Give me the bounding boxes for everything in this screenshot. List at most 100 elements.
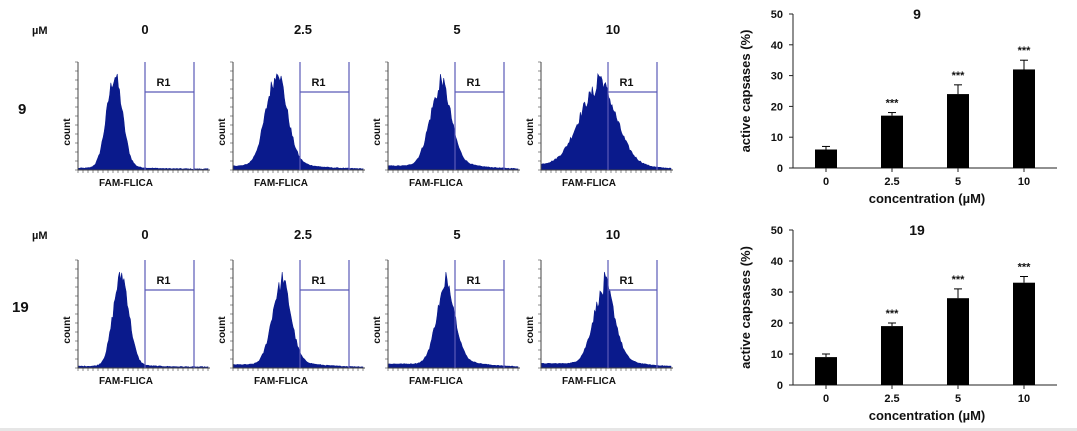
- y-tick-label: 20: [771, 318, 783, 330]
- histogram-y-label: count: [217, 118, 228, 146]
- y-tick-label: 40: [771, 256, 783, 268]
- histogram-plot: R1 FAM-FLICA count: [525, 61, 673, 189]
- compound-label: 9: [18, 101, 26, 118]
- y-axis-label: active capsases (%): [738, 246, 753, 369]
- histogram-x-label: FAM-FLICA: [254, 178, 308, 189]
- x-tick-label: 5: [955, 176, 961, 188]
- gate-r1: [454, 62, 505, 170]
- y-tick-label: 10: [771, 349, 783, 361]
- y-tick-label: 50: [771, 9, 783, 21]
- histogram-x-label: FAM-FLICA: [409, 376, 463, 387]
- histogram-fill: [387, 73, 519, 171]
- histogram-y-label: count: [525, 316, 536, 344]
- concentration-header: 2.5: [294, 22, 312, 37]
- gate-r1: [144, 62, 195, 170]
- histogram-x-label: FAM-FLICA: [562, 178, 616, 189]
- bar: [815, 357, 837, 385]
- histogram-fill: [77, 73, 209, 171]
- histogram-y-label: count: [525, 118, 536, 146]
- concentration-header: 10: [606, 227, 620, 242]
- y-tick-label: 40: [771, 40, 783, 52]
- x-axis-label: concentration (µM): [869, 408, 986, 423]
- gate-label: R1: [156, 77, 170, 89]
- histogram-fill: [387, 271, 519, 369]
- y-tick-label: 50: [771, 225, 783, 237]
- histogram-plot: R1 FAM-FLICA count: [62, 61, 210, 189]
- concentration-header: 0: [141, 227, 148, 242]
- chart-title: 19: [909, 222, 925, 238]
- concentration-header: 2.5: [294, 227, 312, 242]
- concentration-header: 10: [606, 22, 620, 37]
- bar: [1013, 282, 1035, 385]
- y-tick-label: 30: [771, 71, 783, 83]
- y-tick-label: 10: [771, 132, 783, 144]
- x-tick-label: 10: [1018, 393, 1030, 405]
- histogram-y-label: count: [372, 118, 383, 146]
- histogram-x-label: FAM-FLICA: [254, 376, 308, 387]
- gate-r1: [299, 260, 350, 368]
- gate-r1: [144, 260, 195, 368]
- histogram-plot: R1 FAM-FLICA count: [62, 259, 210, 387]
- bar: [947, 94, 969, 168]
- bar: [881, 115, 903, 168]
- gate-r1: [607, 62, 658, 170]
- significance-label: ***: [952, 70, 966, 82]
- concentration-header: 0: [141, 22, 148, 37]
- concentration-header: 5: [453, 227, 460, 242]
- x-tick-label: 10: [1018, 176, 1030, 188]
- gate-label: R1: [466, 77, 480, 89]
- bar: [947, 298, 969, 385]
- histogram-x-label: FAM-FLICA: [99, 376, 153, 387]
- significance-label: ***: [886, 308, 900, 320]
- histogram-plot: R1 FAM-FLICA count: [217, 61, 365, 189]
- x-tick-label: 5: [955, 393, 961, 405]
- histogram-fill: [232, 73, 364, 171]
- histogram-fill: [77, 271, 209, 369]
- x-tick-label: 2.5: [884, 176, 899, 188]
- gate-r1: [607, 260, 658, 368]
- histogram-y-label: count: [62, 316, 73, 344]
- bar: [1013, 69, 1035, 168]
- y-tick-label: 20: [771, 101, 783, 113]
- histogram-fill: [540, 73, 672, 171]
- y-axis-label: active capsases (%): [738, 30, 753, 153]
- histogram-y-label: count: [372, 316, 383, 344]
- bar-chart-19: 0 10 20 30 40 50 0 *** 2.5 *** 5 *** 10 19 concentrati…: [738, 222, 1057, 423]
- gate-r1: [299, 62, 350, 170]
- y-tick-label: 30: [771, 287, 783, 299]
- significance-label: ***: [886, 98, 900, 110]
- x-tick-label: 0: [823, 393, 829, 405]
- y-tick-label: 0: [777, 380, 783, 392]
- flow-row-9: µM 9 0 R1 FAM-FLICA count 2.5 R1 FAM-FLICA count 5…: [18, 22, 673, 189]
- significance-label: ***: [1018, 45, 1032, 57]
- unit-label: µM: [32, 230, 48, 242]
- bar-charts-panel: 010203040500***2.5***5***109concentratio…: [738, 6, 1057, 423]
- x-axis-label: concentration (µM): [869, 191, 986, 206]
- gate-label: R1: [156, 275, 170, 287]
- significance-label: ***: [952, 274, 966, 286]
- gate-label: R1: [619, 77, 633, 89]
- x-tick-label: 2.5: [884, 393, 899, 405]
- flow-cytometry-panel: µM 9 0 R1 FAM-FLICA count 2.5 R1 FAM-FLICA count 5…: [12, 22, 673, 387]
- histogram-plot: R1 FAM-FLICA count: [525, 259, 673, 387]
- histogram-plot: R1 FAM-FLICA count: [372, 61, 520, 189]
- histogram-y-label: count: [62, 118, 73, 146]
- chart-title: 9: [913, 6, 921, 22]
- histogram-fill: [540, 271, 672, 369]
- gate-label: R1: [311, 275, 325, 287]
- gate-label: R1: [311, 77, 325, 89]
- gate-r1: [454, 260, 505, 368]
- histogram-plot: R1 FAM-FLICA count: [372, 259, 520, 387]
- histogram-x-label: FAM-FLICA: [409, 178, 463, 189]
- bottom-divider: [0, 428, 1077, 431]
- x-tick-label: 0: [823, 176, 829, 188]
- gate-label: R1: [466, 275, 480, 287]
- bar: [815, 149, 837, 168]
- y-tick-label: 0: [777, 163, 783, 175]
- unit-label: µM: [32, 25, 48, 37]
- significance-label: ***: [1018, 262, 1032, 274]
- histogram-fill: [232, 271, 364, 369]
- gate-label: R1: [619, 275, 633, 287]
- histogram-x-label: FAM-FLICA: [99, 178, 153, 189]
